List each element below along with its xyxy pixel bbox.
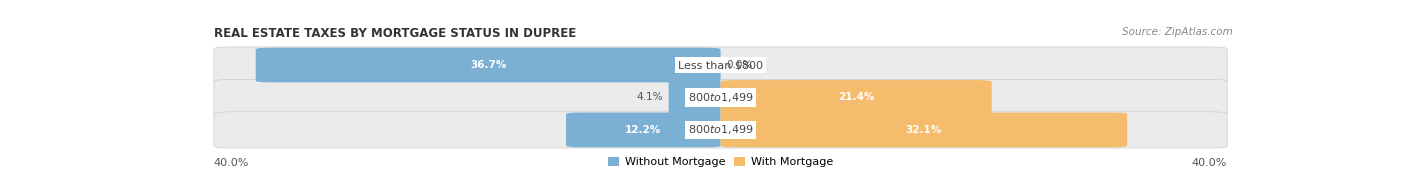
Text: 4.1%: 4.1% — [637, 93, 664, 103]
Text: Source: ZipAtlas.com: Source: ZipAtlas.com — [1122, 26, 1233, 36]
Text: $800 to $1,499: $800 to $1,499 — [688, 91, 754, 104]
FancyBboxPatch shape — [256, 48, 721, 82]
FancyBboxPatch shape — [669, 80, 721, 115]
Text: REAL ESTATE TAXES BY MORTGAGE STATUS IN DUPREE: REAL ESTATE TAXES BY MORTGAGE STATUS IN … — [214, 26, 576, 40]
Text: Less than $800: Less than $800 — [678, 60, 763, 70]
Text: 32.1%: 32.1% — [905, 125, 942, 135]
FancyBboxPatch shape — [721, 80, 991, 115]
Text: 0.0%: 0.0% — [725, 60, 752, 70]
Text: $800 to $1,499: $800 to $1,499 — [688, 123, 754, 136]
Legend: Without Mortgage, With Mortgage: Without Mortgage, With Mortgage — [607, 157, 834, 167]
FancyBboxPatch shape — [214, 47, 1227, 83]
FancyBboxPatch shape — [721, 113, 1128, 147]
Text: 21.4%: 21.4% — [838, 93, 875, 103]
Text: 36.7%: 36.7% — [470, 60, 506, 70]
Text: 12.2%: 12.2% — [626, 125, 661, 135]
FancyBboxPatch shape — [214, 112, 1227, 148]
Text: 40.0%: 40.0% — [214, 158, 249, 168]
FancyBboxPatch shape — [567, 113, 721, 147]
FancyBboxPatch shape — [214, 79, 1227, 116]
Text: 40.0%: 40.0% — [1192, 158, 1227, 168]
